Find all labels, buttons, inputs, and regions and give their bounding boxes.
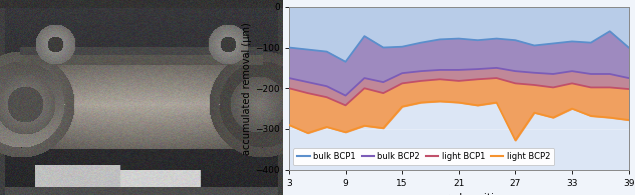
Y-axis label: accumulated removal (μm): accumulated removal (μm) — [243, 22, 252, 155]
X-axis label: measured position: measured position — [410, 193, 507, 195]
Legend: bulk BCP1, bulk BCP2, light BCP1, light BCP2: bulk BCP1, bulk BCP2, light BCP1, light … — [293, 148, 554, 166]
